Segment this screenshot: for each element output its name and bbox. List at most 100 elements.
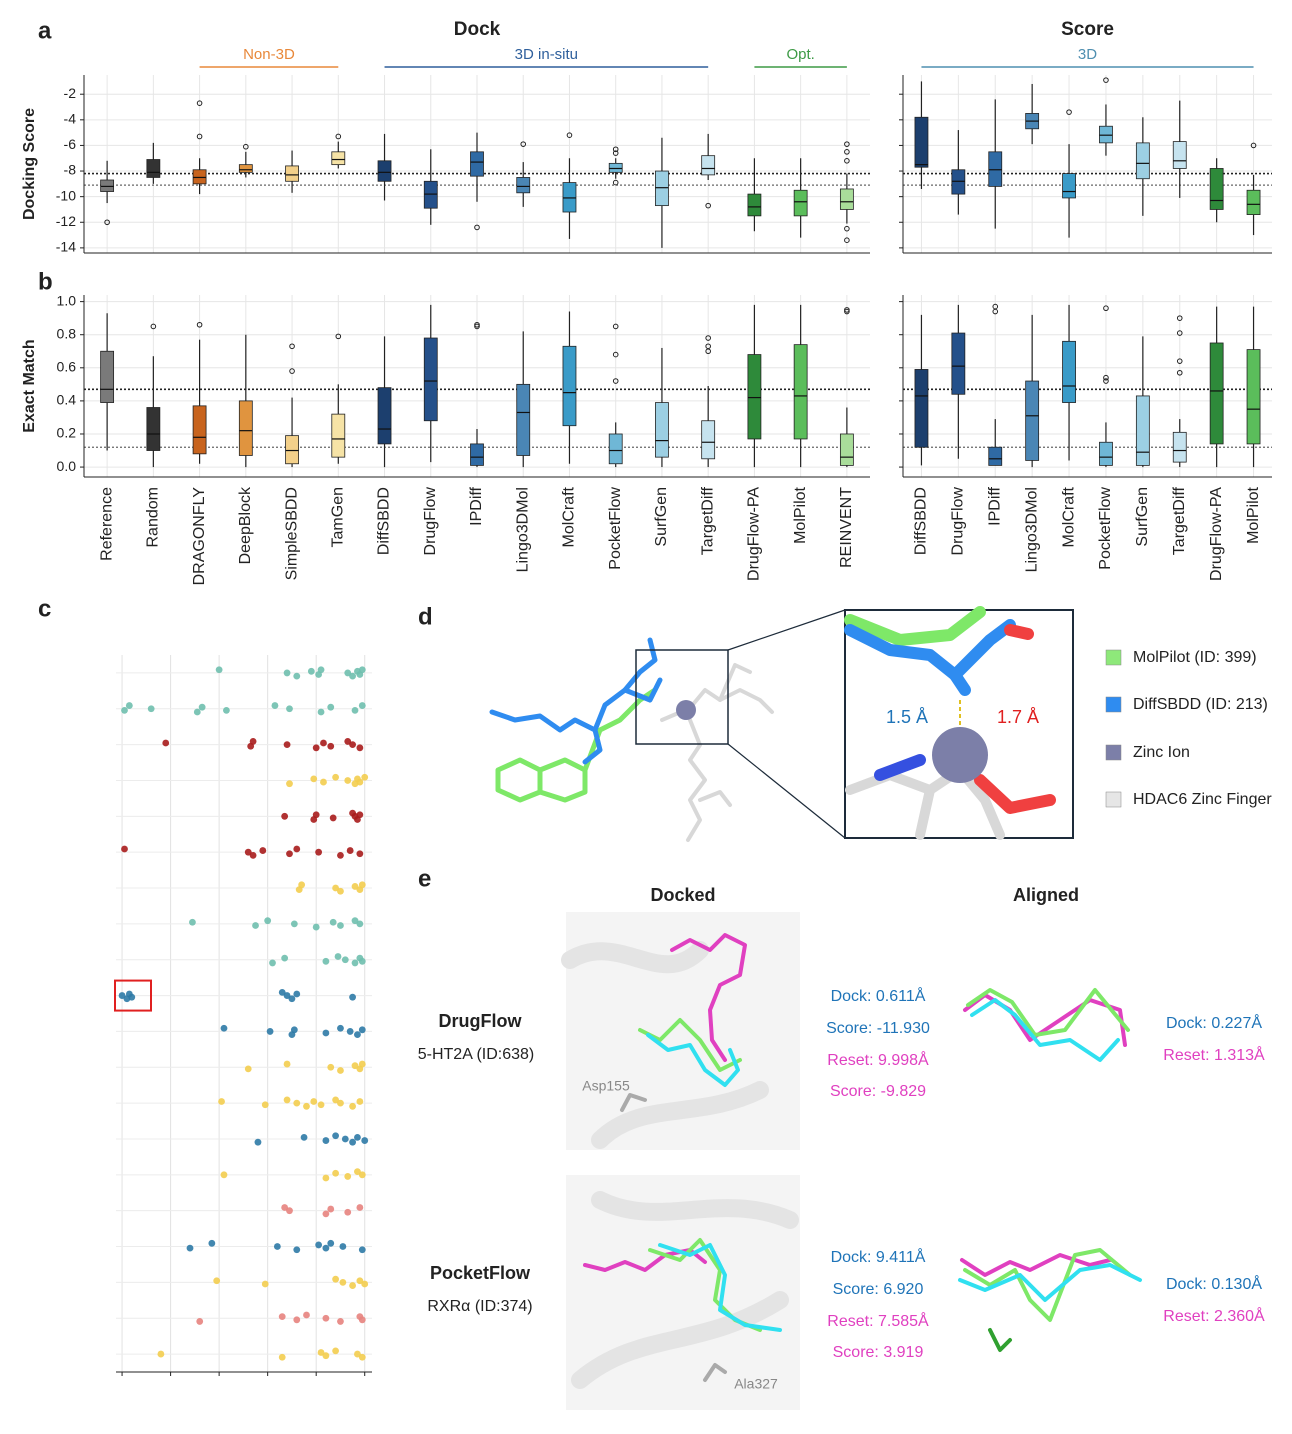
- x-tick-label: DrugFlow-PA: [1208, 487, 1225, 581]
- metric: Reset: 7.585Å: [827, 1311, 929, 1330]
- point: [249, 738, 257, 745]
- outlier: [612, 351, 619, 358]
- point: [322, 957, 330, 965]
- x-tick-label: MolPilot: [792, 486, 809, 543]
- point: [273, 1243, 281, 1250]
- point: [254, 1138, 262, 1146]
- point: [361, 1137, 369, 1144]
- column-header: Aligned: [1013, 885, 1079, 905]
- point: [361, 1280, 369, 1288]
- box: [1246, 349, 1261, 445]
- point: [344, 1173, 352, 1180]
- point: [128, 993, 136, 1001]
- point: [278, 988, 286, 996]
- box: [914, 369, 929, 448]
- box: [951, 169, 966, 195]
- point: [361, 773, 369, 781]
- point: [358, 1353, 366, 1361]
- point: [259, 847, 267, 854]
- x-tick-label: DRAGONFLY: [191, 487, 208, 586]
- point: [293, 990, 301, 998]
- x-tick-label: SurfGen: [653, 487, 670, 547]
- y-tick-label: 0.6: [57, 359, 77, 375]
- x-tick-label: SimpleSBDD: [283, 487, 300, 580]
- box: [1099, 441, 1113, 466]
- point: [244, 848, 252, 856]
- point: [307, 667, 315, 675]
- point: [337, 922, 344, 929]
- box: [562, 345, 577, 427]
- point: [356, 850, 364, 858]
- point: [317, 708, 325, 716]
- x-tick-label: DiffSBDD: [376, 487, 393, 555]
- x-tick-label: DeepBlock: [237, 486, 254, 564]
- legend-swatch: [1105, 696, 1122, 713]
- box: [285, 435, 299, 465]
- point: [349, 672, 356, 680]
- panel-label: a: [38, 17, 52, 44]
- box: [100, 350, 115, 403]
- residue-label: Ala327: [734, 1376, 778, 1392]
- x-tick-label: DrugFlow-PA: [746, 487, 763, 581]
- outlier: [289, 368, 295, 374]
- point: [283, 669, 291, 677]
- y-tick-label: 1.0: [57, 292, 77, 308]
- point: [310, 1098, 318, 1105]
- y-tick-label: -10: [56, 187, 76, 203]
- box: [793, 344, 808, 440]
- box: [238, 400, 253, 456]
- point: [121, 706, 128, 714]
- x-tick-label: TamGen: [330, 487, 347, 547]
- outlier: [705, 335, 711, 341]
- box: [516, 177, 531, 194]
- point: [327, 703, 335, 711]
- outlier: [1103, 374, 1109, 381]
- box: [470, 151, 484, 177]
- outlier: [196, 133, 203, 140]
- legend-label: HDAC6 Zinc Finger: [1133, 791, 1272, 808]
- outlier: [992, 303, 999, 310]
- outlier: [612, 323, 619, 330]
- outlier: [243, 143, 249, 150]
- legend-label: DiffSBDD (ID: 213): [1133, 696, 1268, 713]
- point: [332, 1132, 340, 1140]
- x-tick-label: DrugFlow: [422, 487, 439, 556]
- legend-swatch: [1105, 649, 1122, 666]
- box: [1209, 342, 1224, 445]
- point: [351, 959, 359, 967]
- box: [1062, 340, 1076, 403]
- outlier: [1176, 315, 1183, 321]
- y-tick-label: -4: [64, 111, 77, 127]
- point: [118, 992, 126, 999]
- point: [261, 1280, 269, 1288]
- outlier: [612, 150, 619, 156]
- point: [356, 1277, 364, 1285]
- box: [331, 151, 346, 166]
- y-axis-label: Docking Score: [21, 108, 38, 220]
- point: [315, 1241, 323, 1249]
- point: [215, 666, 223, 674]
- point: [351, 917, 359, 925]
- point: [358, 957, 366, 965]
- point: [223, 706, 230, 714]
- point: [286, 705, 293, 713]
- point: [281, 1204, 289, 1211]
- metric: Dock: 0.611Å: [831, 986, 926, 1005]
- outlier: [705, 343, 711, 350]
- point: [312, 811, 320, 819]
- outlier: [289, 343, 295, 350]
- outlier: [566, 132, 573, 138]
- point: [332, 773, 340, 781]
- x-tick-label: Lingo3DMol: [514, 487, 531, 572]
- box: [988, 151, 1003, 187]
- box: [192, 405, 207, 455]
- point: [286, 1207, 293, 1215]
- metric: Reset: 9.998Å: [827, 1050, 929, 1069]
- box: [331, 413, 346, 458]
- outlier: [474, 323, 480, 330]
- box: [1099, 125, 1113, 144]
- point: [271, 702, 279, 709]
- point: [322, 1352, 330, 1360]
- outlier: [104, 219, 110, 226]
- y-tick-label: -12: [56, 213, 76, 229]
